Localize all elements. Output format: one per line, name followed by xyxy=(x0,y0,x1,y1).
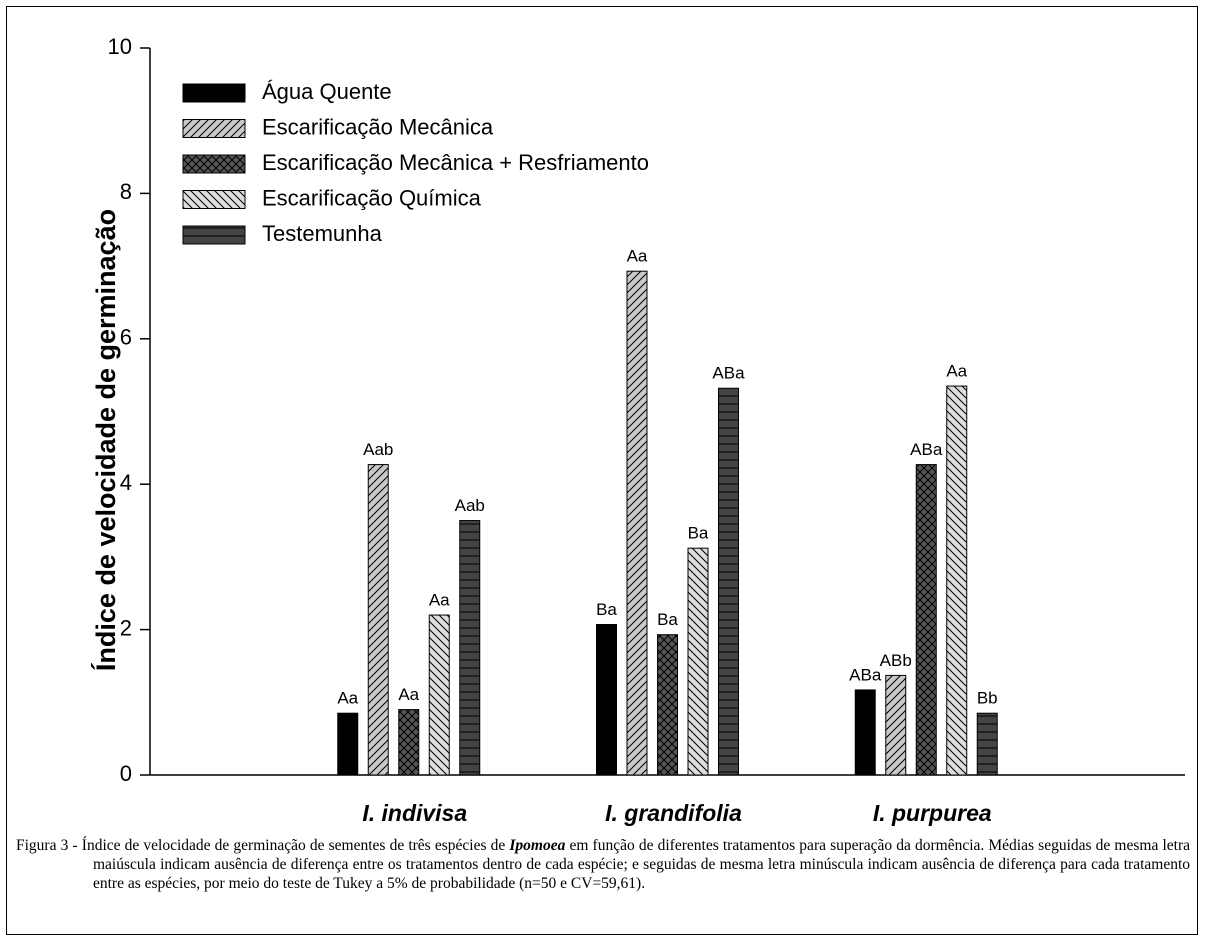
y-axis-label: Índice de velocidade de germinação xyxy=(90,209,121,671)
legend-swatch xyxy=(182,119,246,138)
bar xyxy=(398,709,420,776)
x-tick-label: I. purpurea xyxy=(873,800,992,826)
legend-swatch xyxy=(182,154,246,174)
y-tick-label: 6 xyxy=(120,325,132,350)
bar xyxy=(885,674,907,776)
bar-letter-label: Bb xyxy=(977,689,998,708)
bar-letter-label: ABa xyxy=(910,440,943,459)
caption: Figura 3 - Índice de velocidade de germi… xyxy=(16,836,1190,893)
bar-letter-label: Ba xyxy=(596,600,617,619)
bar xyxy=(626,270,648,776)
bar xyxy=(976,712,998,776)
bar-letter-label: ABa xyxy=(849,665,882,684)
bar xyxy=(854,689,876,776)
bar xyxy=(428,614,450,776)
x-tick-label: I. indivisa xyxy=(362,800,467,826)
legend-label: Escarificação Química xyxy=(262,185,482,210)
bar-letter-label: Aa xyxy=(429,591,450,610)
legend-label: Testemunha xyxy=(262,221,383,246)
chart: Índice de velocidade de germinação 0 2 4 6 8… xyxy=(90,34,1185,826)
legend-swatch xyxy=(182,83,246,103)
bar-letter-label: Aa xyxy=(337,689,358,708)
bar xyxy=(657,634,678,776)
legend-swatch xyxy=(182,190,246,209)
bar-letter-label: ABb xyxy=(880,651,912,670)
frame xyxy=(6,6,1198,935)
caption-text: Figura 3 - Índice de velocidade de germi… xyxy=(16,837,510,854)
y-tick-label: 10 xyxy=(108,34,132,59)
bar-letter-label: Aa xyxy=(946,362,967,381)
bar xyxy=(459,520,481,776)
legend-label: Escarificação Mecânica xyxy=(262,114,494,139)
y-tick-label: 4 xyxy=(120,470,132,495)
caption-text: em função de diferentes tratamentos para… xyxy=(93,837,1191,892)
bar-letter-label: Aa xyxy=(398,685,419,704)
bar xyxy=(367,464,389,776)
caption-emphasis: Ipomoea xyxy=(509,837,566,854)
bar-letter-label: Ba xyxy=(688,524,709,543)
bar-letter-label: Ba xyxy=(657,610,678,629)
bar-letter-label: ABa xyxy=(712,364,745,383)
bar-letter-label: Aab xyxy=(455,496,485,515)
x-tick-label: I. grandifolia xyxy=(605,800,742,826)
legend-label: Água Quente xyxy=(262,79,392,104)
bar xyxy=(718,387,739,776)
y-tick-label: 0 xyxy=(120,761,132,786)
bar xyxy=(337,712,359,776)
bar xyxy=(946,385,968,776)
legend-label: Escarificação Mecânica + Resfriamento xyxy=(262,150,649,175)
bar xyxy=(915,464,937,776)
bar-letter-label: Aab xyxy=(363,440,393,459)
legend-swatch xyxy=(182,225,246,245)
bar xyxy=(596,624,617,776)
y-tick-label: 2 xyxy=(120,615,132,640)
bar xyxy=(687,547,709,776)
y-tick-label: 8 xyxy=(120,179,132,204)
bar-letter-label: Aa xyxy=(627,247,648,266)
